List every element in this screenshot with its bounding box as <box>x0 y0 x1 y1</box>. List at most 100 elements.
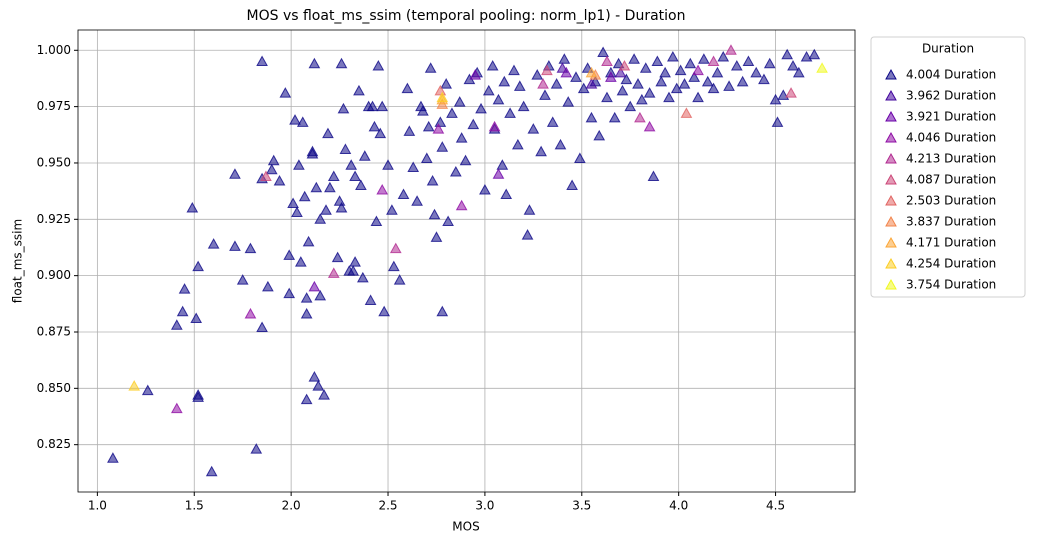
marker <box>469 69 482 80</box>
marker <box>393 274 406 285</box>
plot-frame <box>77 29 856 493</box>
marker <box>585 78 598 89</box>
marker <box>229 168 241 179</box>
legend-box <box>870 36 1026 298</box>
legend-marker <box>885 257 897 269</box>
marker <box>107 452 119 463</box>
marker <box>560 66 573 78</box>
marker <box>256 321 268 332</box>
marker <box>771 116 784 127</box>
marker <box>366 100 379 112</box>
marker <box>411 195 423 206</box>
marker <box>442 215 454 227</box>
marker <box>436 305 449 317</box>
x-axis-label: MOS <box>452 520 479 534</box>
legend-label: 3.921 Duration <box>906 110 996 124</box>
marker <box>349 170 361 181</box>
marker <box>639 62 652 73</box>
marker <box>467 118 480 130</box>
marker <box>608 111 621 123</box>
x-tick-label: 4.0 <box>669 499 688 513</box>
marker <box>430 231 443 242</box>
marker <box>347 265 359 276</box>
marker <box>287 197 299 209</box>
marker <box>296 116 309 127</box>
marker <box>331 251 344 263</box>
marker <box>618 60 631 71</box>
legend-marker <box>885 278 897 290</box>
marker <box>601 91 613 103</box>
marker <box>678 78 691 89</box>
marker <box>492 168 505 179</box>
marker <box>335 57 348 69</box>
marker <box>382 159 394 170</box>
marker <box>314 213 327 224</box>
marker <box>601 55 613 67</box>
marker <box>229 240 241 251</box>
marker <box>293 159 305 170</box>
legend-marker <box>885 173 897 185</box>
marker <box>434 116 447 127</box>
marker <box>492 93 505 105</box>
marker <box>428 208 441 220</box>
x-tick-label: 1.5 <box>185 499 204 513</box>
x-tick-label: 1.0 <box>88 499 107 513</box>
legend-marker <box>885 89 897 101</box>
marker <box>372 60 385 71</box>
legend-title: Duration <box>922 42 974 56</box>
marker <box>407 161 420 172</box>
marker <box>349 256 361 267</box>
legend-label: 4.087 Duration <box>906 173 996 187</box>
y-tick-label: 0.925 <box>37 212 71 226</box>
marker <box>176 305 189 317</box>
marker <box>758 73 770 85</box>
marker <box>792 66 805 78</box>
marker <box>496 159 509 170</box>
legend-label: 4.046 Duration <box>906 131 996 145</box>
marker <box>521 229 534 240</box>
marker <box>659 66 671 78</box>
marker <box>523 204 536 215</box>
marker <box>374 127 387 139</box>
marker <box>535 145 547 157</box>
marker <box>436 91 449 103</box>
marker <box>300 292 313 303</box>
marker <box>370 215 383 227</box>
marker <box>128 380 141 391</box>
marker <box>387 260 400 272</box>
marker <box>397 188 410 200</box>
marker <box>318 389 330 400</box>
marker <box>763 57 776 69</box>
y-tick-label: 0.975 <box>37 99 71 113</box>
marker <box>585 111 598 123</box>
marker <box>260 170 272 181</box>
marker <box>643 120 656 132</box>
marker <box>327 267 340 278</box>
marker <box>643 87 656 98</box>
marker <box>265 163 278 175</box>
legend-marker <box>885 236 897 248</box>
marker <box>310 181 323 193</box>
marker <box>513 80 526 91</box>
y-axis-label: float_ms_ssim <box>11 219 25 303</box>
marker <box>663 91 675 103</box>
marker <box>424 62 437 73</box>
marker <box>294 256 307 267</box>
marker <box>570 71 582 82</box>
marker <box>566 179 578 191</box>
marker <box>170 402 183 414</box>
marker <box>537 78 549 89</box>
marker <box>707 82 720 94</box>
marker <box>333 195 346 206</box>
marker <box>244 307 257 319</box>
marker <box>308 57 321 69</box>
marker <box>674 64 687 76</box>
legend-label: 4.213 Duration <box>906 152 996 166</box>
marker <box>389 242 402 254</box>
y-tick-label: 0.900 <box>37 268 71 282</box>
marker <box>337 102 350 114</box>
marker <box>322 127 334 139</box>
y-tick-label: 0.875 <box>37 324 71 338</box>
marker <box>298 190 311 202</box>
